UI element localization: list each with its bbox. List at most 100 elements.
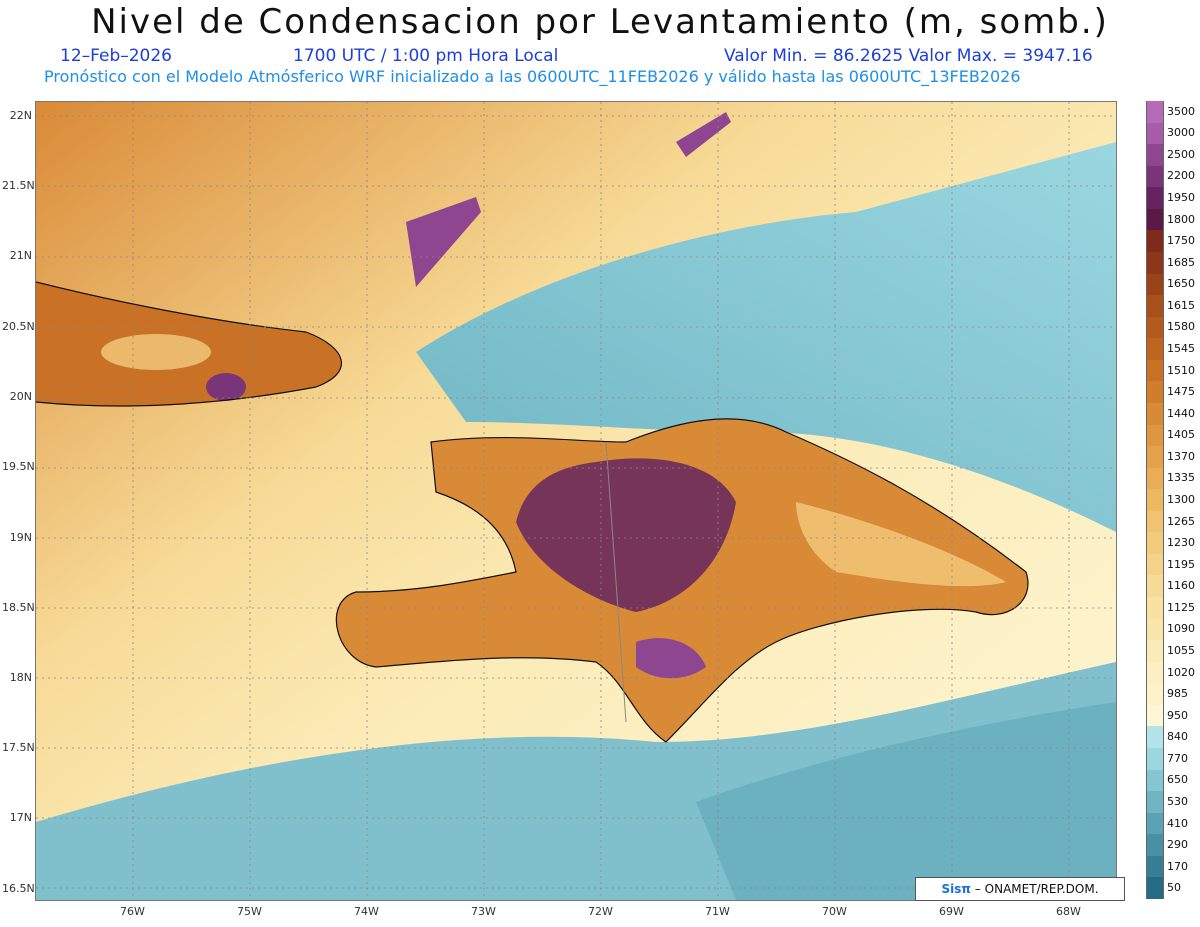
colorbar-swatch: [1146, 122, 1164, 145]
colorbar-swatch: [1146, 769, 1164, 792]
lat-label: 17.5N: [2, 741, 35, 754]
lon-label: 69W: [939, 905, 964, 918]
sispi-logo-text: Sisπ: [941, 882, 971, 896]
colorbar-swatch: [1146, 683, 1164, 706]
colorbar-swatch: [1146, 295, 1164, 318]
colorbar-label: 950: [1167, 708, 1188, 722]
lat-label: 21.5N: [2, 179, 35, 192]
colorbar-swatch: [1146, 618, 1164, 641]
colorbar-label: 1510: [1167, 363, 1195, 377]
colorbar-swatch: [1146, 187, 1164, 210]
colorbar-label: 1950: [1167, 191, 1195, 205]
colorbar-label: 410: [1167, 816, 1188, 830]
lon-label: 76W: [120, 905, 145, 918]
colorbar-label: 840: [1167, 730, 1188, 744]
colorbar-label: 1440: [1167, 406, 1195, 420]
colorbar-swatch: [1146, 381, 1164, 404]
colorbar-swatch: [1146, 661, 1164, 684]
lon-label: 68W: [1056, 905, 1081, 918]
colorbar-swatch: [1146, 424, 1164, 447]
lat-label: 20.5N: [2, 320, 35, 333]
colorbar-swatch: [1146, 402, 1164, 425]
colorbar-swatch: [1146, 316, 1164, 339]
bahamas-region: [406, 197, 481, 287]
colorbar-label: 1475: [1167, 385, 1195, 399]
colorbar-swatch: [1146, 489, 1164, 512]
colorbar-label: 1370: [1167, 449, 1195, 463]
colorbar-swatch: [1146, 704, 1164, 727]
colorbar-swatch: [1146, 640, 1164, 663]
colorbar-label: 3500: [1167, 104, 1195, 118]
colorbar-swatch: [1146, 726, 1164, 749]
colorbar-swatch: [1146, 575, 1164, 598]
colorbar-label: 2500: [1167, 147, 1195, 161]
lon-label: 70W: [822, 905, 847, 918]
colorbar-label: 1265: [1167, 514, 1195, 528]
colorbar-swatch: [1146, 359, 1164, 382]
lon-label: 72W: [588, 905, 613, 918]
lat-label: 16.5N: [2, 882, 35, 895]
colorbar-label: 170: [1167, 859, 1188, 873]
lat-label: 17N: [9, 811, 32, 824]
colorbar-label: 50: [1167, 881, 1181, 895]
colorbar-label: 1750: [1167, 234, 1195, 248]
colorbar-swatch: [1146, 791, 1164, 814]
colorbar-label: 530: [1167, 794, 1188, 808]
colorbar-label: 1405: [1167, 428, 1195, 442]
colorbar-label: 1650: [1167, 277, 1195, 291]
credit-org: – ONAMET/REP.DOM.: [974, 882, 1099, 896]
colorbar-label: 770: [1167, 751, 1188, 765]
colorbar-label: 1160: [1167, 579, 1195, 593]
min-max-values: Valor Min. = 86.2625 Valor Max. = 3947.1…: [724, 46, 1093, 66]
colorbar-label: 1685: [1167, 255, 1195, 269]
colorbar-swatch: [1146, 812, 1164, 835]
colorbar-label: 1545: [1167, 342, 1195, 356]
colorbar-swatch: [1146, 467, 1164, 490]
colorbar-label: 985: [1167, 687, 1188, 701]
colorbar-label: 1615: [1167, 298, 1195, 312]
colorbar-label: 1580: [1167, 320, 1195, 334]
credit-box: Sisπ – ONAMET/REP.DOM.: [915, 877, 1125, 901]
colorbar-swatch: [1146, 273, 1164, 296]
colorbar-label: 2200: [1167, 169, 1195, 183]
lat-label: 18.5N: [2, 601, 35, 614]
colorbar-swatch: [1146, 855, 1164, 878]
colorbar-label: 290: [1167, 838, 1188, 852]
lat-label: 20N: [9, 390, 32, 403]
colorbar-swatch: [1146, 532, 1164, 555]
forecast-date: 12–Feb–2026: [60, 46, 172, 66]
colorbar-swatch: [1146, 597, 1164, 620]
colorbar-swatch: [1146, 510, 1164, 533]
border-line: [605, 441, 627, 723]
colorbar-label: 1800: [1167, 212, 1195, 226]
chart-title: Nivel de Condensacion por Levantamiento …: [91, 2, 1109, 42]
colorbar-swatch: [1146, 208, 1164, 231]
map-panel: [35, 101, 1117, 901]
lon-label: 73W: [471, 905, 496, 918]
forecast-time: 1700 UTC / 1:00 pm Hora Local: [293, 46, 559, 66]
colorbar-label: 3000: [1167, 126, 1195, 140]
colorbar-label: 650: [1167, 773, 1188, 787]
lon-label: 74W: [354, 905, 379, 918]
colorbar-swatch: [1146, 165, 1164, 188]
colorbar-label: 1195: [1167, 557, 1195, 571]
ocean-north-region: [416, 142, 1116, 532]
model-info: Pronóstico con el Modelo Atmósferico WRF…: [44, 67, 1021, 86]
colorbar-swatch: [1146, 877, 1164, 900]
colorbar-swatch: [1146, 834, 1164, 857]
colorbar-swatch: [1146, 251, 1164, 275]
lcl-field-map: [35, 102, 1116, 900]
colorbar-swatch: [1146, 338, 1164, 361]
colorbar-label: 1335: [1167, 471, 1195, 485]
colorbar-label: 1020: [1167, 665, 1195, 679]
colorbar-label: 1125: [1167, 600, 1195, 614]
colorbar-label: 1090: [1167, 622, 1195, 636]
colorbar-swatch: [1146, 144, 1164, 167]
lat-label: 22N: [9, 109, 32, 122]
lat-label: 21N: [9, 249, 32, 262]
colorbar-label: 1230: [1167, 536, 1195, 550]
lat-label: 19.5N: [2, 460, 35, 473]
colorbar-swatch: [1146, 748, 1164, 771]
lon-label: 71W: [705, 905, 730, 918]
colorbar-swatch: [1146, 101, 1164, 124]
